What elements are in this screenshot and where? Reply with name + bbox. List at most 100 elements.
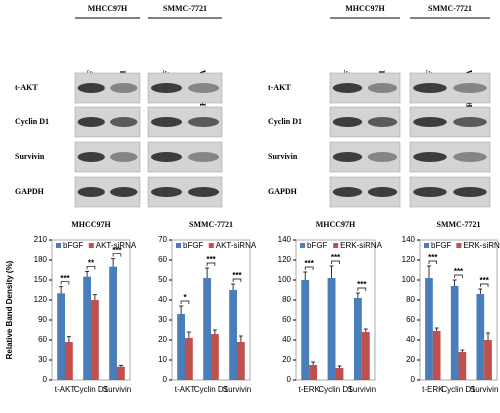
- y-tick-label: 50: [158, 275, 167, 284]
- blot-band: [110, 187, 138, 197]
- y-tick-label: 70: [158, 235, 167, 244]
- y-tick-label: 150: [34, 275, 48, 284]
- x-tick-label: Survivin: [470, 385, 498, 394]
- significance-label: ***: [112, 246, 122, 255]
- blot-header: MHCC97H: [88, 4, 128, 13]
- blot-header: MHCC97H: [345, 4, 385, 13]
- x-tick-label: Survivin: [103, 385, 131, 394]
- significance-bracket: [180, 300, 190, 304]
- blot-band: [453, 152, 487, 162]
- y-tick-label: 40: [158, 295, 167, 304]
- y-tick-label: 60: [158, 255, 167, 264]
- x-tick-label: t-ERK: [298, 385, 320, 394]
- blot-band: [453, 117, 487, 127]
- bar: [177, 314, 185, 380]
- blot-band: [187, 187, 220, 197]
- significance-label: ***: [331, 253, 341, 262]
- significance-bracket: [86, 265, 96, 270]
- bar: [484, 340, 492, 380]
- blot-band: [150, 152, 183, 162]
- y-tick-label: 30: [158, 315, 167, 324]
- y-tick-label: 0: [411, 375, 416, 384]
- blot-band: [332, 187, 363, 197]
- bar: [425, 278, 433, 380]
- bar: [91, 300, 99, 380]
- significance-label: ***: [454, 267, 464, 276]
- y-tick-label: 60: [38, 335, 47, 344]
- blot-band: [110, 117, 138, 127]
- blot-band: [453, 83, 487, 93]
- blot-band: [77, 187, 105, 197]
- significance-label: ***: [428, 253, 438, 262]
- blot-band: [150, 187, 183, 197]
- bar: [65, 342, 73, 380]
- bar: [361, 332, 370, 380]
- legend-label: bFGF: [63, 241, 84, 250]
- blot-row-label: Survivin: [268, 152, 298, 161]
- chart-title: SMMC-7721: [189, 220, 233, 229]
- y-tick-label: 0: [287, 375, 292, 384]
- legend-swatch: [56, 243, 61, 248]
- y-tick-label: 120: [402, 255, 416, 264]
- y-tick-label: 20: [406, 355, 415, 364]
- y-tick-label: 80: [282, 295, 291, 304]
- blot-row-label: GAPDH: [15, 187, 45, 196]
- bar: [117, 366, 125, 380]
- bar: [309, 365, 318, 380]
- legend-swatch: [424, 243, 429, 248]
- y-tick-label: 20: [282, 355, 291, 364]
- legend-label: bFGF: [183, 241, 204, 250]
- x-tick-label: t-AKT: [55, 385, 76, 394]
- blot-header: SMMC-7721: [428, 4, 472, 13]
- blot-header: SMMC-7721: [163, 4, 207, 13]
- blot-band: [332, 117, 363, 127]
- y-tick-label: 100: [278, 275, 292, 284]
- x-tick-label: Survivin: [223, 385, 251, 394]
- chart-title: MHCC97H: [71, 220, 111, 229]
- blot-band: [110, 83, 138, 93]
- x-tick-label: Cyclin D1: [318, 385, 353, 394]
- significance-label: *: [183, 293, 187, 302]
- blot-row-label: t-AKT: [15, 83, 38, 92]
- significance-bracket: [304, 266, 314, 270]
- y-tick-label: 140: [278, 235, 292, 244]
- bar: [237, 342, 245, 380]
- y-tick-label: 10: [158, 355, 167, 364]
- chart-title: SMMC-7721: [437, 220, 481, 229]
- legend-swatch: [208, 243, 214, 248]
- bar: [476, 294, 485, 380]
- blot-band: [150, 83, 183, 93]
- blot-band: [367, 187, 398, 197]
- bar: [327, 278, 336, 380]
- significance-label: ***: [206, 255, 216, 264]
- bar: [211, 334, 219, 380]
- bar: [57, 293, 65, 380]
- y-tick-label: 20: [158, 335, 167, 344]
- chart-title: MHCC97H: [316, 220, 356, 229]
- blot-band: [332, 83, 363, 93]
- significance-bracket: [428, 260, 438, 264]
- y-tick-label: 30: [38, 355, 47, 364]
- significance-label: ***: [479, 276, 489, 285]
- significance-bracket: [357, 287, 367, 291]
- blot-band: [413, 187, 447, 197]
- blot-band: [187, 83, 220, 93]
- significance-label: ***: [357, 280, 367, 289]
- bar: [335, 368, 344, 380]
- x-tick-label: Cyclin D1: [194, 385, 229, 394]
- blot-band: [413, 83, 447, 93]
- blot-band: [367, 152, 398, 162]
- x-tick-label: t-ERK: [422, 385, 444, 394]
- y-tick-label: 60: [406, 315, 415, 324]
- bar: [458, 352, 467, 380]
- legend-label: AKT-siRNA: [216, 241, 257, 250]
- blot-band: [413, 152, 447, 162]
- bar: [229, 290, 237, 380]
- y-tick-label: 40: [406, 335, 415, 344]
- legend-label: bFGF: [307, 241, 328, 250]
- blot-band: [110, 152, 138, 162]
- significance-label: **: [88, 258, 95, 267]
- legend-swatch: [456, 243, 462, 248]
- y-tick-label: 80: [406, 295, 415, 304]
